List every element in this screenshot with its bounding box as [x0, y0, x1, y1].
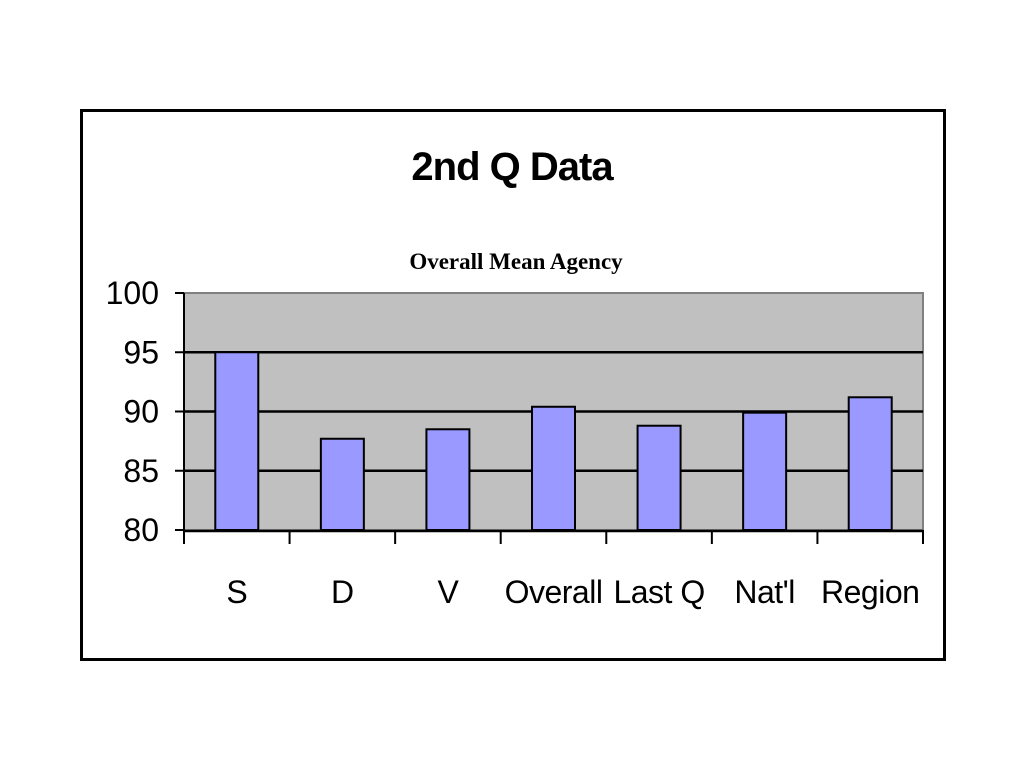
bar-s: [214, 351, 260, 531]
chart-title: 2nd Q Data: [411, 145, 614, 189]
x-tick-label: Overall: [505, 574, 603, 610]
x-tick-label: Last Q: [613, 574, 704, 610]
x-tick-label: S: [226, 574, 247, 610]
bar-overall: [531, 405, 576, 532]
chart-subtitle: Overall Mean Agency: [409, 249, 623, 274]
bars: [214, 351, 893, 532]
bar-d: [319, 437, 365, 532]
bar-nat-l: [742, 411, 788, 531]
y-axis: 80 85 90 95 100: [106, 275, 185, 548]
y-tick-label: 95: [123, 334, 159, 370]
y-tick-label: 90: [123, 394, 159, 430]
y-tick-label: 100: [106, 275, 159, 311]
y-tick-label: 80: [123, 512, 159, 548]
y-tick-label: 85: [123, 453, 159, 489]
bar-last-q: [636, 424, 682, 531]
x-tick-label: Region: [821, 574, 919, 610]
x-tick-label: V: [438, 574, 460, 610]
x-tick-label: Nat'l: [734, 574, 795, 610]
x-axis: S D V Overall Last Q Nat'l Region: [183, 529, 924, 610]
bar-region: [847, 396, 893, 531]
x-tick-label: D: [331, 574, 354, 610]
bar-v: [425, 428, 471, 531]
